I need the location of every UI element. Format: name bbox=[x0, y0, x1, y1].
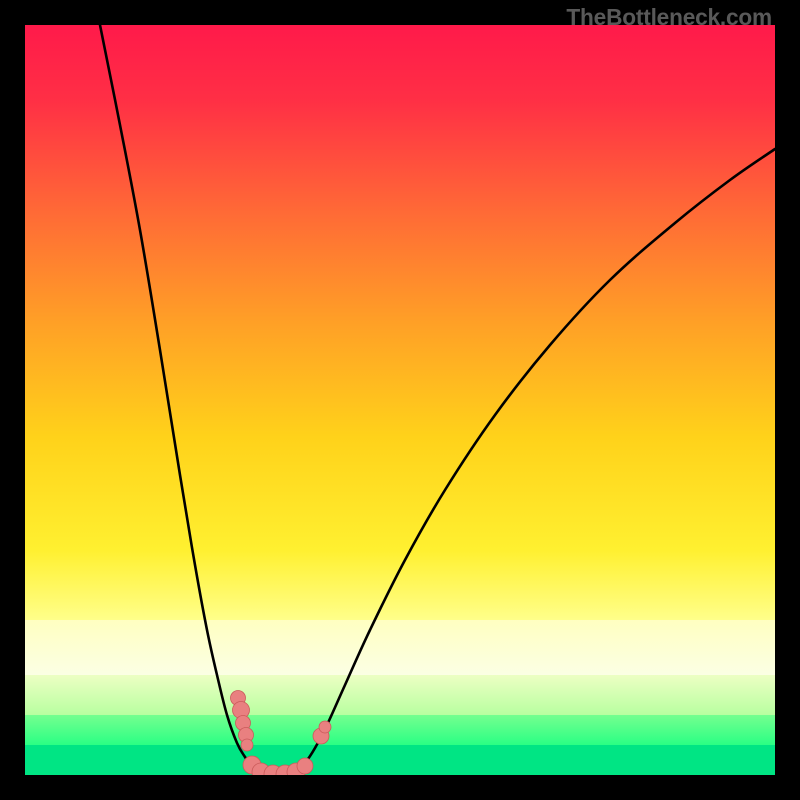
data-marker bbox=[241, 739, 253, 751]
data-marker bbox=[297, 758, 313, 774]
chart-frame: TheBottleneck.com bbox=[0, 0, 800, 800]
bottleneck-curve bbox=[100, 25, 775, 774]
watermark-text: TheBottleneck.com bbox=[566, 4, 772, 31]
data-marker bbox=[319, 721, 331, 733]
plot-area bbox=[25, 25, 775, 775]
data-markers bbox=[231, 691, 332, 776]
curve-layer bbox=[25, 25, 775, 775]
